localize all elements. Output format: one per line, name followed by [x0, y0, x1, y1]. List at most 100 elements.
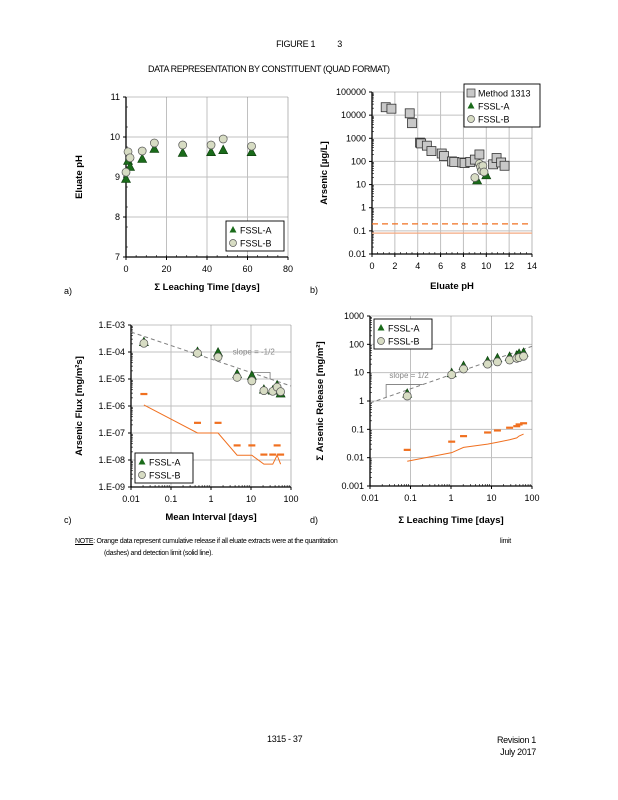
x-axis-label: Σ Leaching Time [days] — [154, 282, 259, 293]
data-point-fssl-b — [276, 387, 285, 397]
data-point-fssl-b — [232, 373, 242, 382]
y-axis-label: Arsenic [µg/L] — [319, 141, 330, 205]
legend-box — [134, 452, 194, 484]
data-point-fssl-a — [177, 147, 188, 157]
footer-revision: Revision 1 — [496, 735, 536, 745]
panel-label: b) — [310, 285, 318, 295]
y-tick-label: 10 — [356, 180, 366, 190]
y-tick-label: 11 — [111, 92, 120, 102]
legend-label: FSSL-B — [149, 471, 181, 481]
chart-panel-d: 0.01 0.1 1 10 100 0.001 0.01 0.1 1 10 100 1000 Σ Lea… — [310, 311, 540, 526]
data-point-method-1313 — [404, 108, 415, 119]
data-point-quantitation-limit — [214, 421, 222, 424]
trend-line — [130, 331, 292, 387]
x-tick-label: 0 — [369, 261, 374, 271]
y-tick-label: 100 — [349, 339, 364, 349]
legend-marker-square — [466, 88, 476, 98]
data-point-method-1313 — [407, 118, 417, 129]
figure-title-text: FIGURE 1 — [276, 39, 316, 49]
data-point-fssl-b — [459, 364, 468, 374]
legend-marker-triangle — [467, 102, 475, 109]
data-point-fssl-a — [121, 173, 131, 183]
y-tick-label: 1.E-09 — [98, 482, 125, 492]
data-point-quantitation-limit — [448, 440, 456, 443]
y-tick-label: 1.E-05 — [98, 374, 125, 384]
y-axis-label: Eluate pH — [74, 155, 85, 199]
y-tick-label: 9 — [115, 172, 120, 182]
note-line1: : Orange data represent cumulative relea… — [93, 538, 338, 545]
x-tick-label: 100 — [283, 494, 298, 504]
chart-panel-b: 0 2 4 6 8 10 12 14 0.01 0.1 1 10 100 1000 10000 100000 E… — [310, 83, 541, 295]
x-tick-label: 1 — [448, 493, 453, 503]
y-tick-label: 1000 — [344, 311, 364, 321]
data-point-fssl-b — [193, 348, 202, 358]
data-point-quantitation-limit — [484, 431, 492, 434]
legend-marker-circle — [229, 239, 237, 247]
y-tick-label: 0.1 — [353, 226, 366, 236]
y-tick-label: 1.E-06 — [98, 401, 125, 411]
data-point-quantitation-limit — [277, 453, 285, 456]
data-point-quantitation-limit — [260, 453, 268, 456]
note-line2: (dashes) and detection limit (solid line… — [104, 550, 213, 557]
data-point-quantitation-limit — [403, 448, 411, 451]
y-tick-label: 1000 — [346, 133, 366, 143]
data-point-quantitation-limit — [506, 426, 514, 429]
data-point-fssl-b — [218, 134, 228, 144]
legend-label: FSSL-A — [388, 324, 420, 334]
x-tick-label: 100 — [524, 493, 539, 503]
legend-box — [463, 83, 541, 128]
data-point-fssl-b — [519, 351, 528, 361]
data-point-fssl-b — [493, 357, 502, 367]
y-tick-label: 10 — [354, 368, 364, 378]
x-tick-label: 6 — [438, 261, 443, 271]
y-tick-label: 0.1 — [351, 424, 364, 434]
panel-label: a) — [64, 286, 72, 296]
data-point-fssl-b — [121, 167, 131, 177]
y-tick-label: 0.01 — [346, 453, 364, 463]
legend-marker-circle — [138, 471, 146, 479]
data-point-method-1313 — [426, 146, 437, 156]
data-point-fssl-a — [218, 144, 229, 154]
data-point-quantitation-limit — [194, 421, 202, 424]
data-point-fssl-b — [247, 141, 256, 151]
x-tick-label: 14 — [527, 261, 537, 271]
legend-marker-triangle — [377, 324, 385, 331]
y-tick-label: 100 — [351, 156, 366, 166]
x-axis-label: Σ Leaching Time [days] — [398, 515, 503, 526]
legend-box — [225, 220, 285, 252]
x-tick-label: 80 — [283, 264, 293, 274]
slope-triangle — [251, 372, 271, 379]
data-point-fssl-b — [137, 146, 147, 156]
slope-annotation: slope = -1/2 — [233, 348, 276, 357]
y-tick-label: 10 — [110, 132, 120, 142]
data-point-fssl-a — [149, 143, 160, 153]
data-point-fssl-a — [137, 153, 148, 163]
data-point-fssl-b — [125, 153, 135, 163]
x-axis-label: Mean Interval [days] — [165, 512, 256, 523]
x-tick-label: 40 — [202, 264, 212, 274]
y-axis-label: Σ Arsenic Release [mg/m²] — [315, 341, 326, 460]
data-point-fssl-b — [213, 352, 223, 362]
data-point-fssl-b — [479, 167, 489, 177]
x-tick-label: 8 — [461, 261, 466, 271]
legend-marker-circle — [467, 115, 475, 123]
chart-panel-c: 0.01 0.1 1 10 100 1.E-09 1.E-08 1.E-07 1.E-06 1.E… — [64, 320, 299, 525]
x-tick-label: 10 — [481, 261, 491, 271]
slope-triangle — [385, 384, 423, 398]
series-line-detection-limit — [407, 433, 524, 462]
x-tick-label: 0.1 — [165, 494, 178, 504]
legend-label: FSSL-B — [388, 337, 420, 347]
data-point-fssl-b — [259, 386, 269, 396]
x-tick-label: 10 — [486, 493, 496, 503]
y-tick-label: 1.E-07 — [98, 428, 125, 438]
data-point-quantitation-limit — [520, 422, 528, 425]
y-tick-label: 1.E-08 — [98, 455, 125, 465]
figure-subtitle: DATA REPRESENTATION BY CONSTITUENT (QUAD… — [148, 64, 390, 74]
data-point-fssl-a — [206, 146, 217, 156]
data-point-fssl-b — [402, 391, 412, 401]
legend-marker-triangle — [229, 226, 237, 233]
y-tick-label: 1 — [361, 203, 366, 213]
legend-marker-triangle — [138, 458, 146, 465]
x-tick-label: 1 — [208, 494, 213, 504]
data-point-fssl-b — [483, 359, 492, 369]
